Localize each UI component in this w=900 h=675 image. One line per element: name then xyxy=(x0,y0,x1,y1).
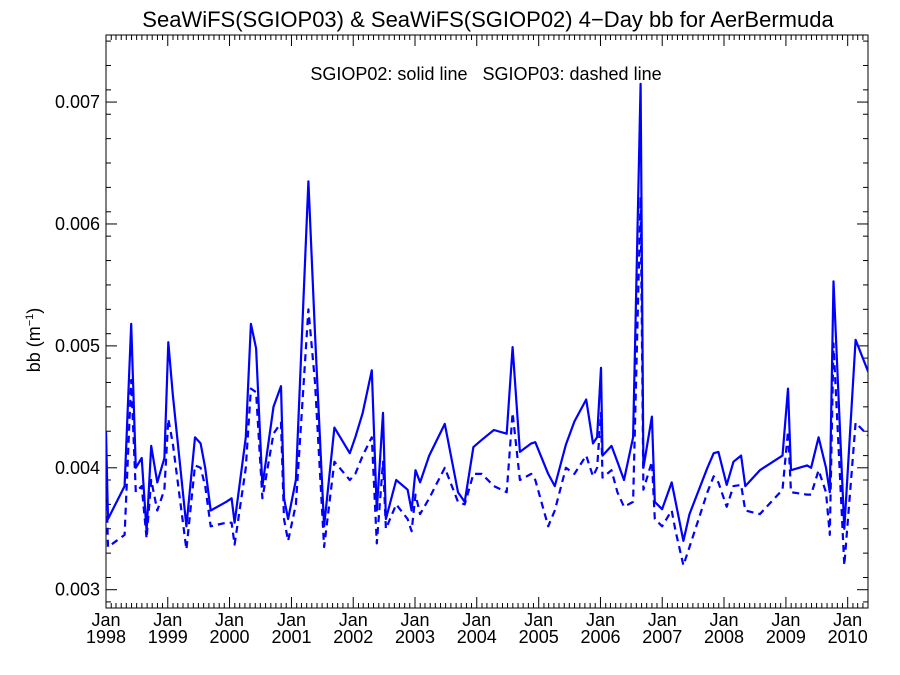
x-tick-month-label: Jan xyxy=(91,610,120,630)
x-tick-month-label: Jan xyxy=(648,610,677,630)
y-tick-label: 0.003 xyxy=(55,580,100,600)
x-tick-year-label: 1998 xyxy=(86,627,126,647)
y-axis-label-text: bb (m xyxy=(24,326,44,372)
x-tick-year-label: 1999 xyxy=(148,627,188,647)
x-tick-month-label: Jan xyxy=(771,610,800,630)
series-layer xyxy=(106,82,868,567)
x-tick-year-label: 2002 xyxy=(333,627,373,647)
y-axis-label-unit-exponent: −1 xyxy=(24,314,36,327)
x-tick-year-label: 2008 xyxy=(704,627,744,647)
x-tick-year-label: 2001 xyxy=(271,627,311,647)
x-axis: Jan1998Jan1999Jan2000Jan2001Jan2002Jan20… xyxy=(86,35,869,647)
x-tick-year-label: 2003 xyxy=(395,627,435,647)
x-tick-year-label: 2000 xyxy=(210,627,250,647)
x-tick-month-label: Jan xyxy=(709,610,738,630)
y-tick-label: 0.006 xyxy=(55,214,100,234)
y-tick-label: 0.004 xyxy=(55,458,100,478)
y-axis: 0.003 0.004 0.005 0.006 0.007 xyxy=(55,40,868,603)
x-tick-month-label: Jan xyxy=(277,610,306,630)
x-tick-year-label: 2006 xyxy=(580,627,620,647)
series-line-sgiop02 xyxy=(106,82,868,542)
line-style-annotation: SGIOP02: solid line SGIOP03: dashed line xyxy=(310,64,661,84)
x-tick-month-label: Jan xyxy=(833,610,862,630)
x-tick-month-label: Jan xyxy=(153,610,182,630)
y-axis-label: bb (m−1) xyxy=(24,308,44,373)
x-tick-year-label: 2007 xyxy=(642,627,682,647)
x-tick-year-label: 2004 xyxy=(457,627,497,647)
x-tick-year-label: 2005 xyxy=(519,627,559,647)
series-line-sgiop03 xyxy=(106,196,868,567)
plot-border xyxy=(105,34,869,609)
x-tick-month-label: Jan xyxy=(339,610,368,630)
x-tick-month-label: Jan xyxy=(400,610,429,630)
x-tick-year-label: 2009 xyxy=(766,627,806,647)
x-tick-month-label: Jan xyxy=(462,610,491,630)
plot-frame xyxy=(105,34,869,609)
x-tick-year-label: 2010 xyxy=(828,627,868,647)
x-tick-month-label: Jan xyxy=(524,610,553,630)
y-tick-label: 0.005 xyxy=(55,336,100,356)
y-axis-label-close: ) xyxy=(24,308,44,314)
x-tick-month-label: Jan xyxy=(586,610,615,630)
chart-title: SeaWiFS(SGIOP03) & SeaWiFS(SGIOP02) 4−Da… xyxy=(142,7,834,32)
y-tick-label: 0.007 xyxy=(55,92,100,112)
x-tick-month-label: Jan xyxy=(215,610,244,630)
